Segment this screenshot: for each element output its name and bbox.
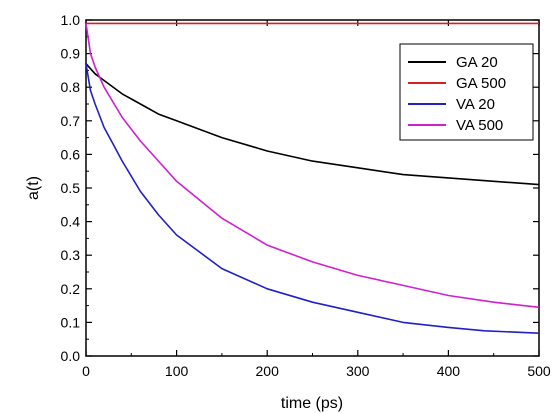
x-tick-label: 400: [437, 363, 461, 379]
x-tick-label: 100: [165, 363, 189, 379]
x-axis-title: time (ps): [281, 395, 343, 412]
y-tick-label: 0.5: [61, 180, 81, 196]
y-tick-label: 0.0: [61, 348, 81, 364]
y-tick-label: 0.4: [61, 214, 81, 230]
y-tick-label: 0.6: [61, 146, 81, 162]
legend-label-ga-20: GA 20: [456, 54, 498, 71]
y-tick-label: 0.8: [61, 79, 81, 95]
y-axis-title: a(t): [25, 176, 42, 200]
series-line-va-500: [85, 23, 540, 309]
y-tick-label: 0.1: [61, 314, 81, 330]
x-axis: 0 100 200 300 400 500: [82, 20, 551, 379]
legend-label-va-20: VA 20: [456, 96, 495, 113]
series-line-va-20: [85, 63, 540, 334]
legend-label-va-500: VA 500: [456, 117, 503, 134]
x-tick-label: 300: [346, 363, 370, 379]
y-tick-label: 0.2: [61, 281, 81, 297]
x-tick-label: 500: [527, 363, 551, 379]
series-line-ga-20: [85, 63, 540, 186]
x-tick-label: 0: [82, 363, 90, 379]
y-tick-label: 0.9: [61, 46, 81, 62]
legend-label-ga-500: GA 500: [456, 75, 506, 92]
legend: GA 20 GA 500 VA 20 VA 500: [399, 43, 534, 141]
y-tick-label: 0.3: [61, 247, 81, 263]
y-axis: 0.0 0.1 0.2 0.3 0.4 0.5 0.6 0.7 0.8 0.9 1.0: [61, 12, 539, 364]
y-tick-label: 1.0: [61, 12, 81, 28]
y-tick-label: 0.7: [61, 113, 81, 129]
x-tick-label: 200: [256, 363, 280, 379]
series-layer: [85, 22, 540, 334]
